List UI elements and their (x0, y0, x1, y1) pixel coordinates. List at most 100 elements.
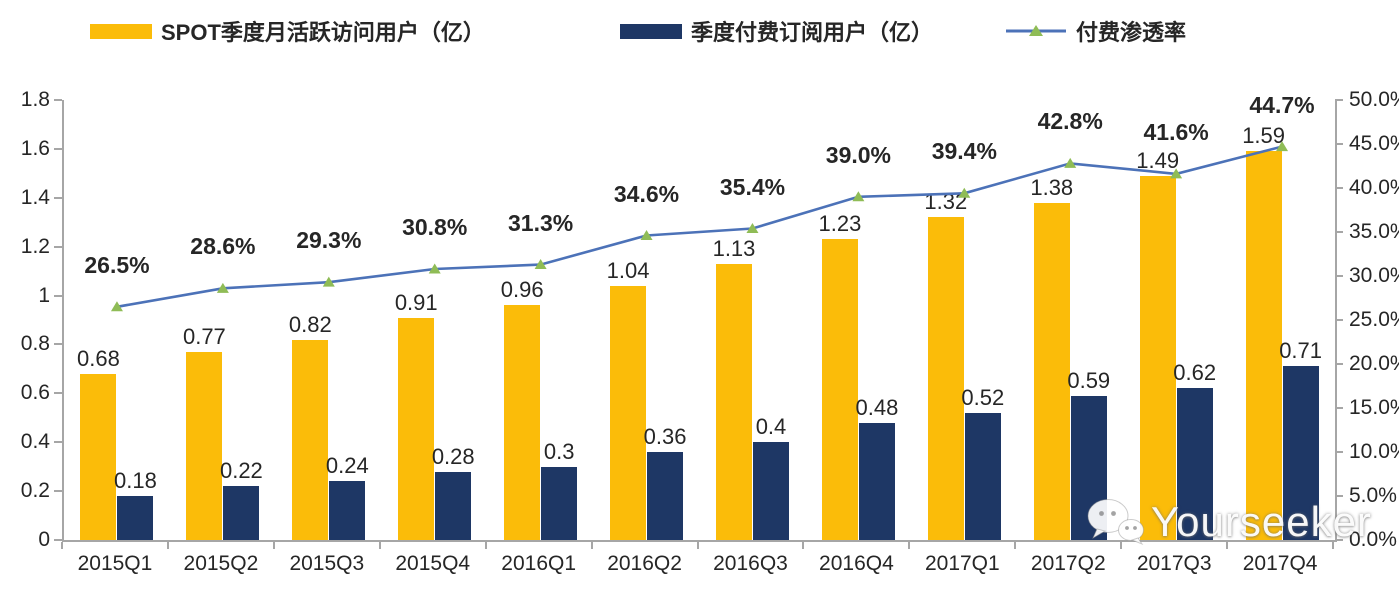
legend-item-rate: 付费渗透率 (1005, 18, 1186, 45)
mau-bar-column: 1.49 (1136, 148, 1179, 540)
x-axis-tick (908, 542, 911, 549)
subs-legend-label: 季度付费订阅用户（亿） (691, 20, 934, 45)
mau-value-label: 1.32 (924, 189, 968, 215)
subs-bar-column: 0.36 (644, 425, 686, 540)
mau-bar (504, 305, 541, 540)
mau-legend-label: SPOT季度月活跃访问用户（亿） (161, 20, 485, 45)
rate-value-label: 29.3% (296, 227, 362, 254)
subs-bar-column: 0.24 (325, 453, 369, 540)
subs-bar-column: 0.48 (856, 395, 898, 540)
x-axis-labels: 2015Q1 2015Q2 2015Q3 2015Q4 2016Q1 2016Q2 2016… (62, 552, 1333, 576)
subs-bar (1282, 366, 1319, 540)
mau-bar-column: 1.38 (1030, 174, 1074, 540)
bar-group: 0.68 0.18 (64, 100, 170, 540)
legend-item-subs: 季度付费订阅用户（亿） (620, 18, 934, 45)
x-axis-label: 2016Q1 (501, 552, 577, 575)
x-axis-label: 2017Q3 (1136, 552, 1212, 575)
watermark-text: Yourseeker (1151, 498, 1372, 545)
rate-value-label: 28.6% (190, 233, 256, 260)
left-axis-tick (54, 196, 62, 199)
bar-group: 1.49 0.62 (1123, 100, 1229, 540)
subs-bar-column: 0.22 (219, 458, 263, 540)
bar-group: 1.04 0.36 (594, 100, 700, 540)
subs-legend-swatch (620, 23, 682, 39)
mau-bar-column: 1.32 (924, 189, 968, 540)
x-axis-label: 2015Q2 (183, 552, 259, 575)
mau-value-label: 0.82 (288, 311, 332, 337)
right-axis-tick-label: 5.0% (1349, 484, 1397, 507)
bar-group: 1.13 0.4 (700, 100, 806, 540)
x-axis-tick (1226, 542, 1229, 549)
right-axis-tick-label: 15.0% (1349, 396, 1399, 419)
mau-bar (1245, 151, 1282, 540)
x-axis-tick (61, 542, 63, 549)
mau-bar (80, 373, 117, 540)
mau-value-label: 0.91 (394, 289, 438, 315)
x-axis-tick (1014, 542, 1017, 549)
mau-value-label: 1.13 (712, 235, 756, 261)
x-axis-label: 2016Q3 (713, 552, 788, 575)
left-axis-tick (54, 343, 62, 346)
mau-bar-column: 0.82 (288, 311, 332, 540)
mau-bar (610, 285, 647, 540)
subs-bar (1176, 388, 1213, 540)
x-axis-tick (378, 542, 381, 549)
mau-bar (715, 263, 752, 540)
mau-value-label: 0.68 (77, 345, 120, 371)
subs-bar (329, 481, 366, 540)
subs-bar (964, 412, 1001, 540)
mau-bar-column: 0.68 (77, 345, 120, 540)
x-axis-label: 2017Q2 (1030, 552, 1106, 575)
right-axis-tick (1335, 539, 1343, 541)
left-axis-tick (54, 539, 62, 541)
right-axis-tick-label: 25.0% (1349, 308, 1399, 331)
x-axis-tick (1120, 542, 1123, 549)
bar-group: 1.59 0.71 (1229, 100, 1335, 540)
right-axis-tick (1335, 99, 1343, 101)
mau-bar (1033, 202, 1070, 540)
x-axis-label: 2015Q3 (289, 552, 365, 575)
right-axis-tick (1335, 407, 1343, 409)
subs-value-label: 0.24 (325, 453, 369, 479)
left-axis-tick (54, 147, 62, 150)
rate-value-label: 41.6% (1143, 118, 1209, 145)
rate-value-label: 44.7% (1249, 91, 1315, 118)
subs-value-label: 0.22 (219, 458, 263, 484)
subs-bar-column: 0.4 (752, 415, 789, 540)
left-axis-tick-label: 0.4 (20, 430, 50, 454)
mau-bar-column: 0.77 (183, 324, 226, 540)
right-axis-tick (1335, 319, 1343, 321)
subs-value-label: 0.18 (114, 468, 157, 493)
x-axis-label: 2015Q1 (77, 552, 153, 575)
x-axis-label: 2016Q4 (819, 552, 894, 575)
x-axis-tick (1332, 542, 1334, 549)
x-axis-tick (590, 542, 593, 549)
subs-bar-column: 0.62 (1173, 361, 1216, 540)
subs-bar (223, 486, 260, 540)
rate-value-label: 26.5% (84, 251, 150, 278)
right-axis-tick-label: 35.0% (1349, 220, 1399, 243)
left-axis-tick-label: 1.4 (20, 185, 50, 209)
left-axis-tick-label: 1 (38, 283, 50, 307)
x-axis-label: 2015Q4 (395, 552, 471, 575)
left-axis-tick (54, 441, 62, 444)
x-axis-label: 2017Q4 (1242, 552, 1318, 575)
subs-bar (435, 471, 472, 540)
x-axis-tick (272, 542, 275, 549)
subs-bar (647, 452, 684, 540)
subs-bar-column: 0.52 (961, 384, 1005, 540)
subs-value-label: 0.3 (543, 438, 575, 464)
x-axis-tick (696, 542, 699, 549)
bar-group: 0.82 0.24 (276, 100, 382, 540)
mau-bar (1139, 175, 1176, 540)
left-axis-tick (54, 294, 62, 297)
mau-value-label: 1.38 (1030, 174, 1074, 200)
subs-value-label: 0.52 (961, 384, 1005, 410)
rate-value-label: 39.4% (931, 138, 997, 165)
watermark: Yourseeker (1085, 496, 1372, 548)
left-axis-tick (54, 99, 62, 101)
subs-value-label: 0.48 (855, 394, 899, 420)
right-axis-tick-label: 10.0% (1349, 440, 1399, 463)
right-axis-tick (1335, 275, 1343, 277)
left-axis-tick-label: 0.6 (20, 381, 50, 405)
